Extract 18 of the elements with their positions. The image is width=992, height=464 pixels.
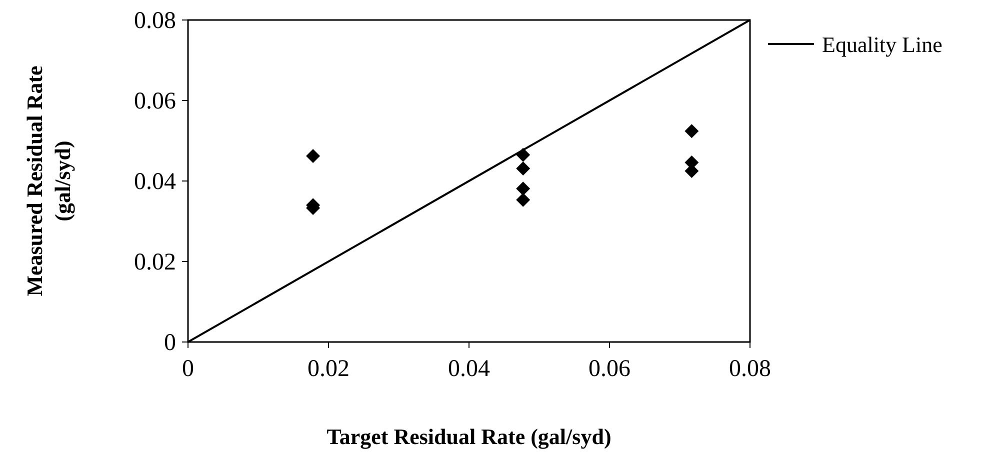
x-tick-label: 0.04 <box>448 356 490 382</box>
y-tick-label: 0.06 <box>134 88 176 114</box>
y-tick-label: 0.08 <box>134 8 176 34</box>
point <box>306 149 320 164</box>
point <box>684 124 699 138</box>
x-tick-label: 0.02 <box>308 356 350 382</box>
y-axis-title: Measured Residual Rate (gal/syd) <box>22 65 75 296</box>
point <box>516 182 530 196</box>
y-tick-label: 0.04 <box>134 169 176 195</box>
x-tick-label: 0.06 <box>588 356 630 382</box>
y-tick-label: 0 <box>164 330 176 356</box>
x-tick-label: 0 <box>182 356 194 382</box>
point <box>516 162 530 176</box>
point <box>516 192 530 207</box>
y-tick-label: 0.02 <box>134 250 176 276</box>
x-tick-label: 0.08 <box>729 356 771 382</box>
x-axis-title: Target Residual Rate (gal/syd) <box>326 424 612 449</box>
legend-label: Equality Line <box>822 32 942 57</box>
